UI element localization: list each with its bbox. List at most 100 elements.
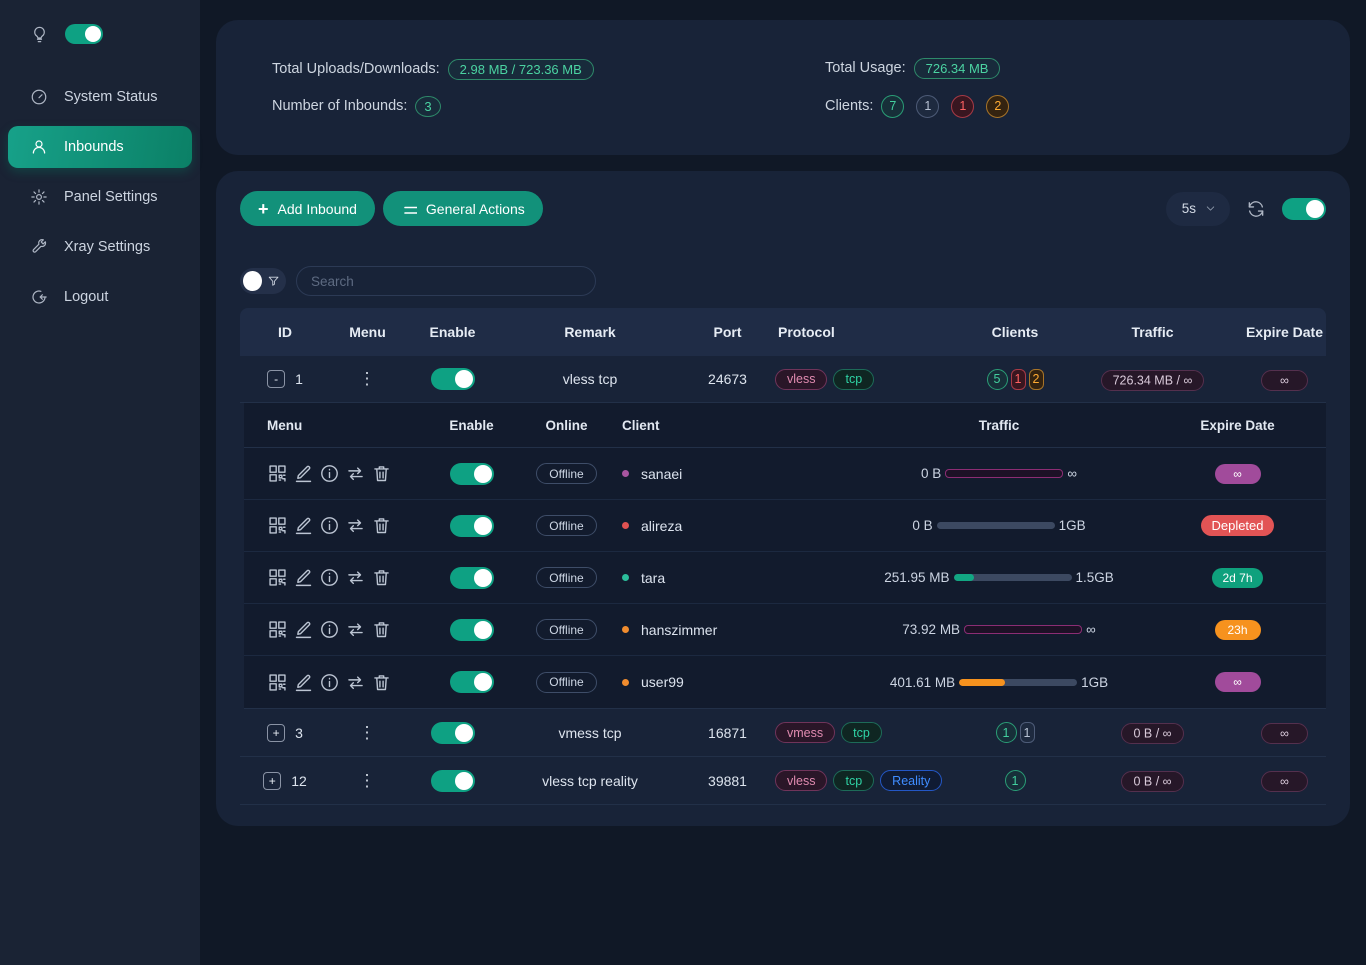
theme-bulb-icon <box>30 25 49 44</box>
header-protocol: Protocol <box>778 324 835 340</box>
traffic-bar <box>959 678 1078 686</box>
info-icon[interactable] <box>319 672 340 693</box>
client-enable-toggle[interactable] <box>449 514 494 537</box>
reset-traffic-icon[interactable] <box>345 672 366 693</box>
inbound-traffic-badge: 726.34 MB / ∞ <box>1100 369 1205 391</box>
edit-icon[interactable] <box>293 672 314 693</box>
add-inbound-button[interactable]: + Add Inbound <box>240 191 375 226</box>
sidebar-item-xray-settings[interactable]: Xray Settings <box>8 226 192 268</box>
client-count-depleted: 1 <box>1010 368 1026 390</box>
edit-icon[interactable] <box>293 463 314 484</box>
expire-badge: ∞ <box>1214 672 1261 692</box>
protocol-badge: tcp <box>841 722 882 743</box>
client-enable-toggle[interactable] <box>449 618 494 641</box>
client-header-client: Client <box>622 417 660 433</box>
delete-icon[interactable] <box>371 619 392 640</box>
clients-depleted-count: 1 <box>951 94 975 118</box>
inbounds-table-header: ID Menu Enable Remark Port Protocol Clie… <box>240 308 1326 356</box>
header-traffic: Traffic <box>1131 324 1174 340</box>
sidebar-item-label: System Status <box>64 89 158 105</box>
client-dot <box>622 678 629 686</box>
dark-theme-toggle[interactable] <box>65 24 103 44</box>
sidebar-item-system-status[interactable]: System Status <box>8 76 192 118</box>
inbound-enable-toggle[interactable] <box>430 368 475 390</box>
client-dot <box>622 522 629 529</box>
row-menu-button[interactable]: ⋮ <box>358 369 377 388</box>
client-dot <box>622 574 629 581</box>
protocol-badge: Reality <box>880 770 943 791</box>
filter-toggle[interactable] <box>240 268 286 294</box>
inbound-enable-toggle[interactable] <box>430 769 475 792</box>
client-enable-toggle[interactable] <box>449 566 494 589</box>
inbound-remark: vless tcp <box>562 371 618 387</box>
inbound-id: 3 <box>295 724 303 741</box>
number-of-inbounds-label: Number of Inbounds: <box>272 98 408 114</box>
qr-code-icon[interactable] <box>267 515 288 536</box>
delete-icon[interactable] <box>371 672 392 693</box>
expand-button[interactable]: + <box>263 771 282 790</box>
client-name: hanszimmer <box>641 621 718 638</box>
sidebar-item-inbounds[interactable]: Inbounds <box>8 126 192 168</box>
client-dot <box>622 626 629 633</box>
client-row-tara: Offline tara 251.95 MB 1.5GB 2d 7h <box>244 552 1326 604</box>
plus-icon: + <box>258 198 269 219</box>
total-usage-label: Total Usage: <box>825 60 906 76</box>
row-menu-button[interactable]: ⋮ <box>358 722 377 742</box>
collapse-button[interactable]: - <box>267 370 286 388</box>
sidebar-item-panel-settings[interactable]: Panel Settings <box>8 176 192 218</box>
online-status-badge: Offline <box>536 671 597 693</box>
search-input[interactable] <box>296 266 596 296</box>
info-icon[interactable] <box>319 463 340 484</box>
info-icon[interactable] <box>319 567 340 588</box>
clients-active-count: 7 <box>881 94 905 118</box>
delete-icon[interactable] <box>371 515 392 536</box>
sidebar-item-logout[interactable]: Logout <box>8 276 192 318</box>
inbound-id: 12 <box>291 772 307 789</box>
gauge-icon <box>30 88 48 106</box>
edit-icon[interactable] <box>293 567 314 588</box>
delete-icon[interactable] <box>371 567 392 588</box>
main-content: Total Uploads/Downloads: 2.98 MB / 723.3… <box>200 0 1366 965</box>
expand-button[interactable]: + <box>267 723 286 742</box>
qr-code-icon[interactable] <box>267 672 288 693</box>
header-id: ID <box>278 324 292 340</box>
reset-traffic-icon[interactable] <box>345 619 366 640</box>
edit-icon[interactable] <box>293 619 314 640</box>
qr-code-icon[interactable] <box>267 567 288 588</box>
refresh-interval-select[interactable]: 5s <box>1165 191 1230 226</box>
reset-traffic-icon[interactable] <box>345 567 366 588</box>
online-status-badge: Offline <box>536 619 597 640</box>
inbound-remark: vless tcp reality <box>542 772 638 789</box>
row-menu-button[interactable]: ⋮ <box>358 770 377 790</box>
traffic-used: 0 B <box>912 518 933 533</box>
info-icon[interactable] <box>319 619 340 640</box>
reset-traffic-icon[interactable] <box>345 463 366 484</box>
client-count-active: 5 <box>986 368 1008 390</box>
traffic-used: 401.61 MB <box>889 674 956 690</box>
inbound-enable-toggle[interactable] <box>430 721 475 744</box>
online-status-badge: Offline <box>536 463 597 484</box>
delete-icon[interactable] <box>371 463 392 484</box>
edit-icon[interactable] <box>293 515 314 536</box>
client-table: Menu Enable Online Client Traffic Expire… <box>244 403 1326 709</box>
inbounds-table: ID Menu Enable Remark Port Protocol Clie… <box>240 308 1326 805</box>
refresh-button[interactable] <box>1246 199 1266 219</box>
total-uploads-downloads-value: 2.98 MB / 723.36 MB <box>447 58 594 80</box>
sidebar-item-label: Xray Settings <box>64 239 151 255</box>
qr-code-icon[interactable] <box>267 463 288 484</box>
reset-traffic-icon[interactable] <box>345 515 366 536</box>
info-icon[interactable] <box>319 515 340 536</box>
total-uploads-downloads-label: Total Uploads/Downloads: <box>272 61 440 77</box>
client-row-hanszimmer: Offline hanszimmer 73.92 MB ∞ 23h <box>244 604 1326 656</box>
traffic-bar <box>964 625 1083 634</box>
client-name: tara <box>641 569 666 586</box>
client-enable-toggle[interactable] <box>449 671 494 693</box>
qr-code-icon[interactable] <box>267 619 288 640</box>
inbound-port: 24673 <box>708 371 747 387</box>
protocol-badge: tcp <box>833 368 875 390</box>
client-dot <box>622 470 629 477</box>
traffic-limit: 1GB <box>1058 518 1086 533</box>
auto-refresh-toggle[interactable] <box>1282 197 1326 220</box>
client-enable-toggle[interactable] <box>449 462 494 485</box>
general-actions-button[interactable]: General Actions <box>382 191 543 226</box>
